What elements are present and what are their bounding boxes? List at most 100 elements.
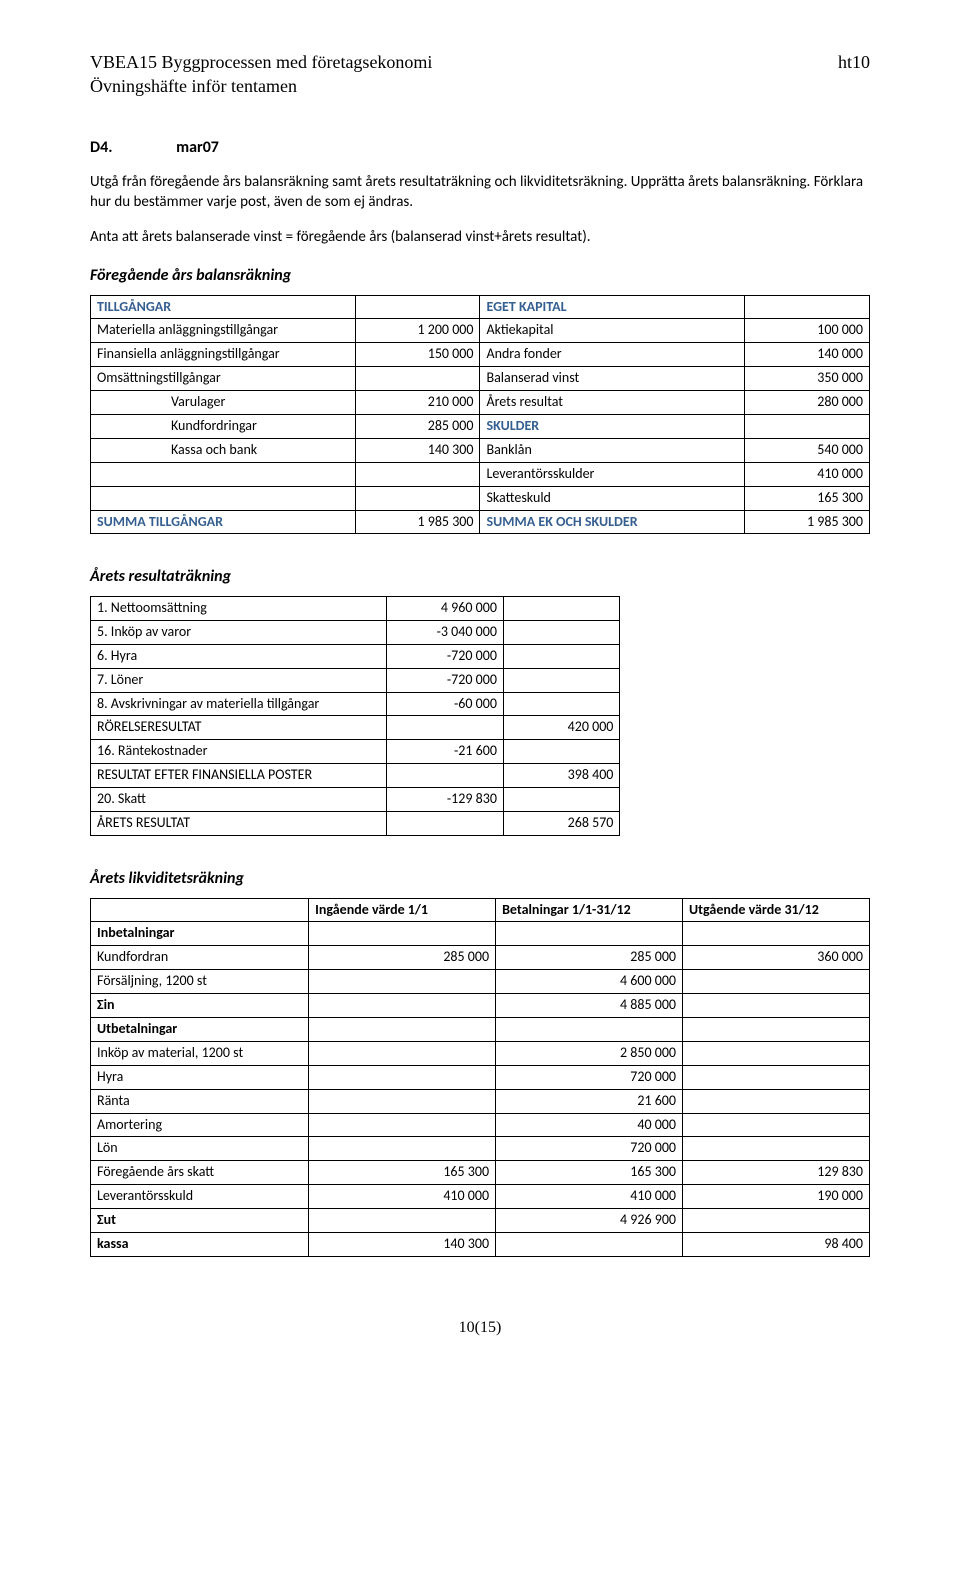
liq-c4 <box>683 970 870 994</box>
header-term: ht10 <box>838 50 870 74</box>
income-label: 16. Räntekostnader <box>91 740 387 764</box>
income-label: 6. Hyra <box>91 644 387 668</box>
liq-c3 <box>496 922 683 946</box>
income-result: 420 000 <box>503 716 619 740</box>
income-result: 268 570 <box>503 812 619 836</box>
balance-right-value: 410 000 <box>745 462 870 486</box>
balance-left-value: 150 000 <box>355 343 480 367</box>
income-result <box>503 668 619 692</box>
liq-c3 <box>496 1233 683 1257</box>
liquidity-heading: Årets likviditetsräkning <box>90 868 870 890</box>
balance-left-value: 285 000 <box>355 414 480 438</box>
liq-c4 <box>683 1017 870 1041</box>
liq-c3: 720 000 <box>496 1065 683 1089</box>
balance-left-label <box>91 462 356 486</box>
liq-c2 <box>309 970 496 994</box>
problem-name: mar07 <box>176 138 219 157</box>
balance-right-head: EGET KAPITAL <box>480 295 745 319</box>
income-result <box>503 620 619 644</box>
balance-right-value: 140 000 <box>745 343 870 367</box>
liq-label: Ränta <box>91 1089 309 1113</box>
income-label: 20. Skatt <box>91 788 387 812</box>
liq-c2: 410 000 <box>309 1185 496 1209</box>
income-result <box>503 597 619 621</box>
liq-header-c2: Ingående värde 1/1 <box>309 898 496 922</box>
balance-left-head: TILLGÅNGAR <box>91 295 356 319</box>
balance-left-value <box>355 462 480 486</box>
liq-c4 <box>683 1041 870 1065</box>
liq-label: Försäljning, 1200 st <box>91 970 309 994</box>
liq-label: Utbetalningar <box>91 1017 309 1041</box>
income-value: -720 000 <box>387 668 503 692</box>
liq-c4 <box>683 1137 870 1161</box>
balance-right-label: Balanserad vinst <box>480 367 745 391</box>
balance-left-value <box>355 367 480 391</box>
income-value: -21 600 <box>387 740 503 764</box>
balance-left-label: Varulager <box>91 391 356 415</box>
income-result <box>503 644 619 668</box>
liq-c2 <box>309 1209 496 1233</box>
income-value <box>387 764 503 788</box>
liq-c3: 40 000 <box>496 1113 683 1137</box>
balance-right-label: Aktiekapital <box>480 319 745 343</box>
liq-c4: 129 830 <box>683 1161 870 1185</box>
liq-c2: 165 300 <box>309 1161 496 1185</box>
header-subtitle: Övningshäfte inför tentamen <box>90 74 870 98</box>
liq-c2 <box>309 1089 496 1113</box>
income-label: ÅRETS RESULTAT <box>91 812 387 836</box>
liq-c2 <box>309 1041 496 1065</box>
balance-left-value: 140 300 <box>355 438 480 462</box>
liq-c2: 140 300 <box>309 1233 496 1257</box>
balance-sum-left-label: SUMMA TILLGÅNGAR <box>91 510 356 534</box>
income-label: RESULTAT EFTER FINANSIELLA POSTER <box>91 764 387 788</box>
liq-c3: 4 600 000 <box>496 970 683 994</box>
liq-c4 <box>683 994 870 1018</box>
liq-c4 <box>683 1089 870 1113</box>
liq-c3: 4 885 000 <box>496 994 683 1018</box>
balance-right-value: 165 300 <box>745 486 870 510</box>
balance-right-label: Banklån <box>480 438 745 462</box>
balance-sum-right-value: 1 985 300 <box>745 510 870 534</box>
income-label: RÖRELSERESULTAT <box>91 716 387 740</box>
intro-paragraph-1: Utgå från föregående års balansräkning s… <box>90 172 870 213</box>
balance-left-label <box>91 486 356 510</box>
liq-c4 <box>683 1113 870 1137</box>
balance-left-label: Kassa och bank <box>91 438 356 462</box>
liq-c3: 2 850 000 <box>496 1041 683 1065</box>
liq-c4 <box>683 922 870 946</box>
income-result <box>503 692 619 716</box>
balance-left-label: Kundfordringar <box>91 414 356 438</box>
income-value: -3 040 000 <box>387 620 503 644</box>
liq-c2 <box>309 922 496 946</box>
balance-cell <box>745 295 870 319</box>
liq-c2 <box>309 994 496 1018</box>
income-value: -60 000 <box>387 692 503 716</box>
balance-left-label: Materiella anläggningstillgångar <box>91 319 356 343</box>
balance-cell <box>355 295 480 319</box>
balance-left-value: 1 200 000 <box>355 319 480 343</box>
liq-c3: 720 000 <box>496 1137 683 1161</box>
income-value <box>387 812 503 836</box>
balance-left-value: 210 000 <box>355 391 480 415</box>
liq-c4 <box>683 1065 870 1089</box>
liq-label: Leverantörsskuld <box>91 1185 309 1209</box>
balance-right-label: Årets resultat <box>480 391 745 415</box>
liq-c2 <box>309 1065 496 1089</box>
liq-label: Hyra <box>91 1065 309 1089</box>
liq-c4: 360 000 <box>683 946 870 970</box>
liq-c3 <box>496 1017 683 1041</box>
income-value: -720 000 <box>387 644 503 668</box>
income-result <box>503 740 619 764</box>
balance-left-value <box>355 486 480 510</box>
liq-c2 <box>309 1137 496 1161</box>
liq-c2: 285 000 <box>309 946 496 970</box>
balance-right-label: Skatteskuld <box>480 486 745 510</box>
header-course: VBEA15 Byggprocessen med företagsekonomi <box>90 50 432 74</box>
income-result <box>503 788 619 812</box>
liq-label: Föregående års skatt <box>91 1161 309 1185</box>
balance-left-label: Omsättningstillgångar <box>91 367 356 391</box>
income-label: 1. Nettoomsättning <box>91 597 387 621</box>
balance-right-value: 540 000 <box>745 438 870 462</box>
balance-right-value: 280 000 <box>745 391 870 415</box>
liq-c4 <box>683 1209 870 1233</box>
